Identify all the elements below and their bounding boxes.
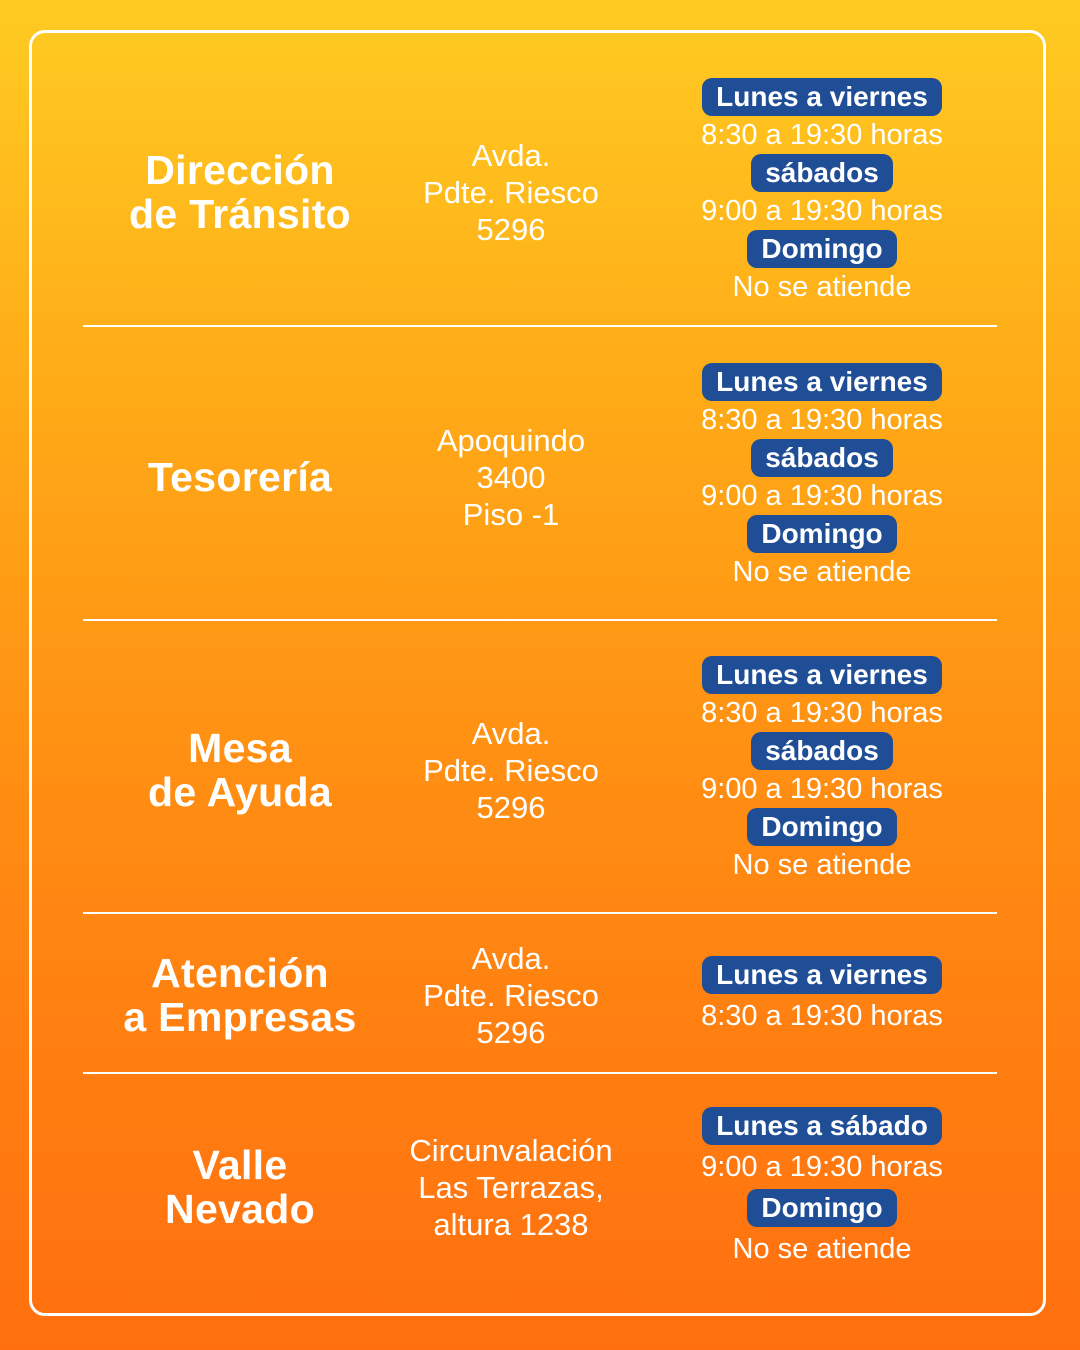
saturday-hours: 9:00 a 19:30 horas	[701, 773, 943, 805]
saturday-badge: sábados	[751, 154, 893, 192]
saturday-hours: 9:00 a 19:30 horas	[701, 195, 943, 227]
sunday-hours: No se atiende	[732, 271, 912, 303]
office-address-cell: Apoquindo 3400 Piso -1	[400, 363, 622, 591]
weekday-badge: Lunes a viernes	[702, 363, 942, 401]
office-address: Circunvalación Las Terrazas, altura 1238	[409, 1132, 613, 1242]
office-row-mesa-de-ayuda: Mesa de Ayuda Avda. Pdte. Riesco 5296 Lu…	[0, 656, 1080, 884]
sunday-badge: Domingo	[747, 515, 897, 553]
saturday-badge: sábados	[751, 439, 893, 477]
sunday-hours: No se atiende	[732, 556, 912, 588]
office-address-cell: Avda. Pdte. Riesco 5296	[400, 78, 622, 306]
saturday-badge: sábados	[751, 732, 893, 770]
row-divider	[83, 912, 997, 914]
office-schedule: Lunes a viernes 8:30 a 19:30 horas	[672, 940, 972, 1050]
sunday-hours: No se atiende	[732, 1232, 912, 1265]
weekday-hours: 8:30 a 19:30 horas	[701, 404, 943, 436]
sunday-badge: Domingo	[747, 1188, 897, 1227]
office-address-cell: Avda. Pdte. Riesco 5296	[400, 656, 622, 884]
office-name: Dirección de Tránsito	[128, 147, 351, 237]
weekday-badge: Lunes a sábado	[702, 1106, 942, 1145]
office-name-cell: Valle Nevado	[110, 1105, 370, 1269]
weekday-hours: 9:00 a 19:30 horas	[701, 1150, 943, 1183]
weekday-hours: 8:30 a 19:30 horas	[701, 999, 943, 1032]
office-address: Avda. Pdte. Riesco 5296	[423, 137, 599, 247]
office-name: Valle Nevado	[165, 1142, 315, 1232]
office-row-valle-nevado: Valle Nevado Circunvalación Las Terrazas…	[0, 1105, 1080, 1269]
office-row-tesoreria: Tesorería Apoquindo 3400 Piso -1 Lunes a…	[0, 363, 1080, 591]
office-address: Apoquindo 3400 Piso -1	[436, 422, 586, 532]
row-divider	[83, 325, 997, 327]
office-row-direccion-de-transito: Dirección de Tránsito Avda. Pdte. Riesco…	[0, 78, 1080, 306]
row-divider	[83, 1072, 997, 1074]
office-name: Tesorería	[147, 454, 333, 500]
office-name: Mesa de Ayuda	[148, 725, 332, 815]
weekday-hours: 8:30 a 19:30 horas	[701, 697, 943, 729]
weekday-badge: Lunes a viernes	[702, 78, 942, 116]
office-address-cell: Avda. Pdte. Riesco 5296	[400, 940, 622, 1050]
office-address: Avda. Pdte. Riesco 5296	[423, 715, 599, 825]
office-row-atencion-a-empresas: Atención a Empresas Avda. Pdte. Riesco 5…	[0, 940, 1080, 1050]
sunday-hours: No se atiende	[732, 849, 912, 881]
weekday-hours: 8:30 a 19:30 horas	[701, 119, 943, 151]
weekday-badge: Lunes a viernes	[702, 955, 942, 994]
row-divider	[83, 619, 997, 621]
office-name: Atención a Empresas	[123, 950, 357, 1040]
office-name-cell: Mesa de Ayuda	[110, 656, 370, 884]
office-address: Avda. Pdte. Riesco 5296	[423, 940, 599, 1050]
sunday-badge: Domingo	[747, 230, 897, 268]
office-schedule: Lunes a viernes 8:30 a 19:30 horas sábad…	[672, 363, 972, 591]
office-address-cell: Circunvalación Las Terrazas, altura 1238	[400, 1105, 622, 1269]
office-schedule: Lunes a sábado 9:00 a 19:30 horas Doming…	[672, 1105, 972, 1269]
card-frame	[29, 30, 1046, 1316]
saturday-hours: 9:00 a 19:30 horas	[701, 480, 943, 512]
office-name-cell: Dirección de Tránsito	[110, 78, 370, 306]
office-schedule: Lunes a viernes 8:30 a 19:30 horas sábad…	[672, 78, 972, 306]
office-schedule: Lunes a viernes 8:30 a 19:30 horas sábad…	[672, 656, 972, 884]
weekday-badge: Lunes a viernes	[702, 656, 942, 694]
office-name-cell: Tesorería	[110, 363, 370, 591]
office-name-cell: Atención a Empresas	[110, 940, 370, 1050]
sunday-badge: Domingo	[747, 808, 897, 846]
